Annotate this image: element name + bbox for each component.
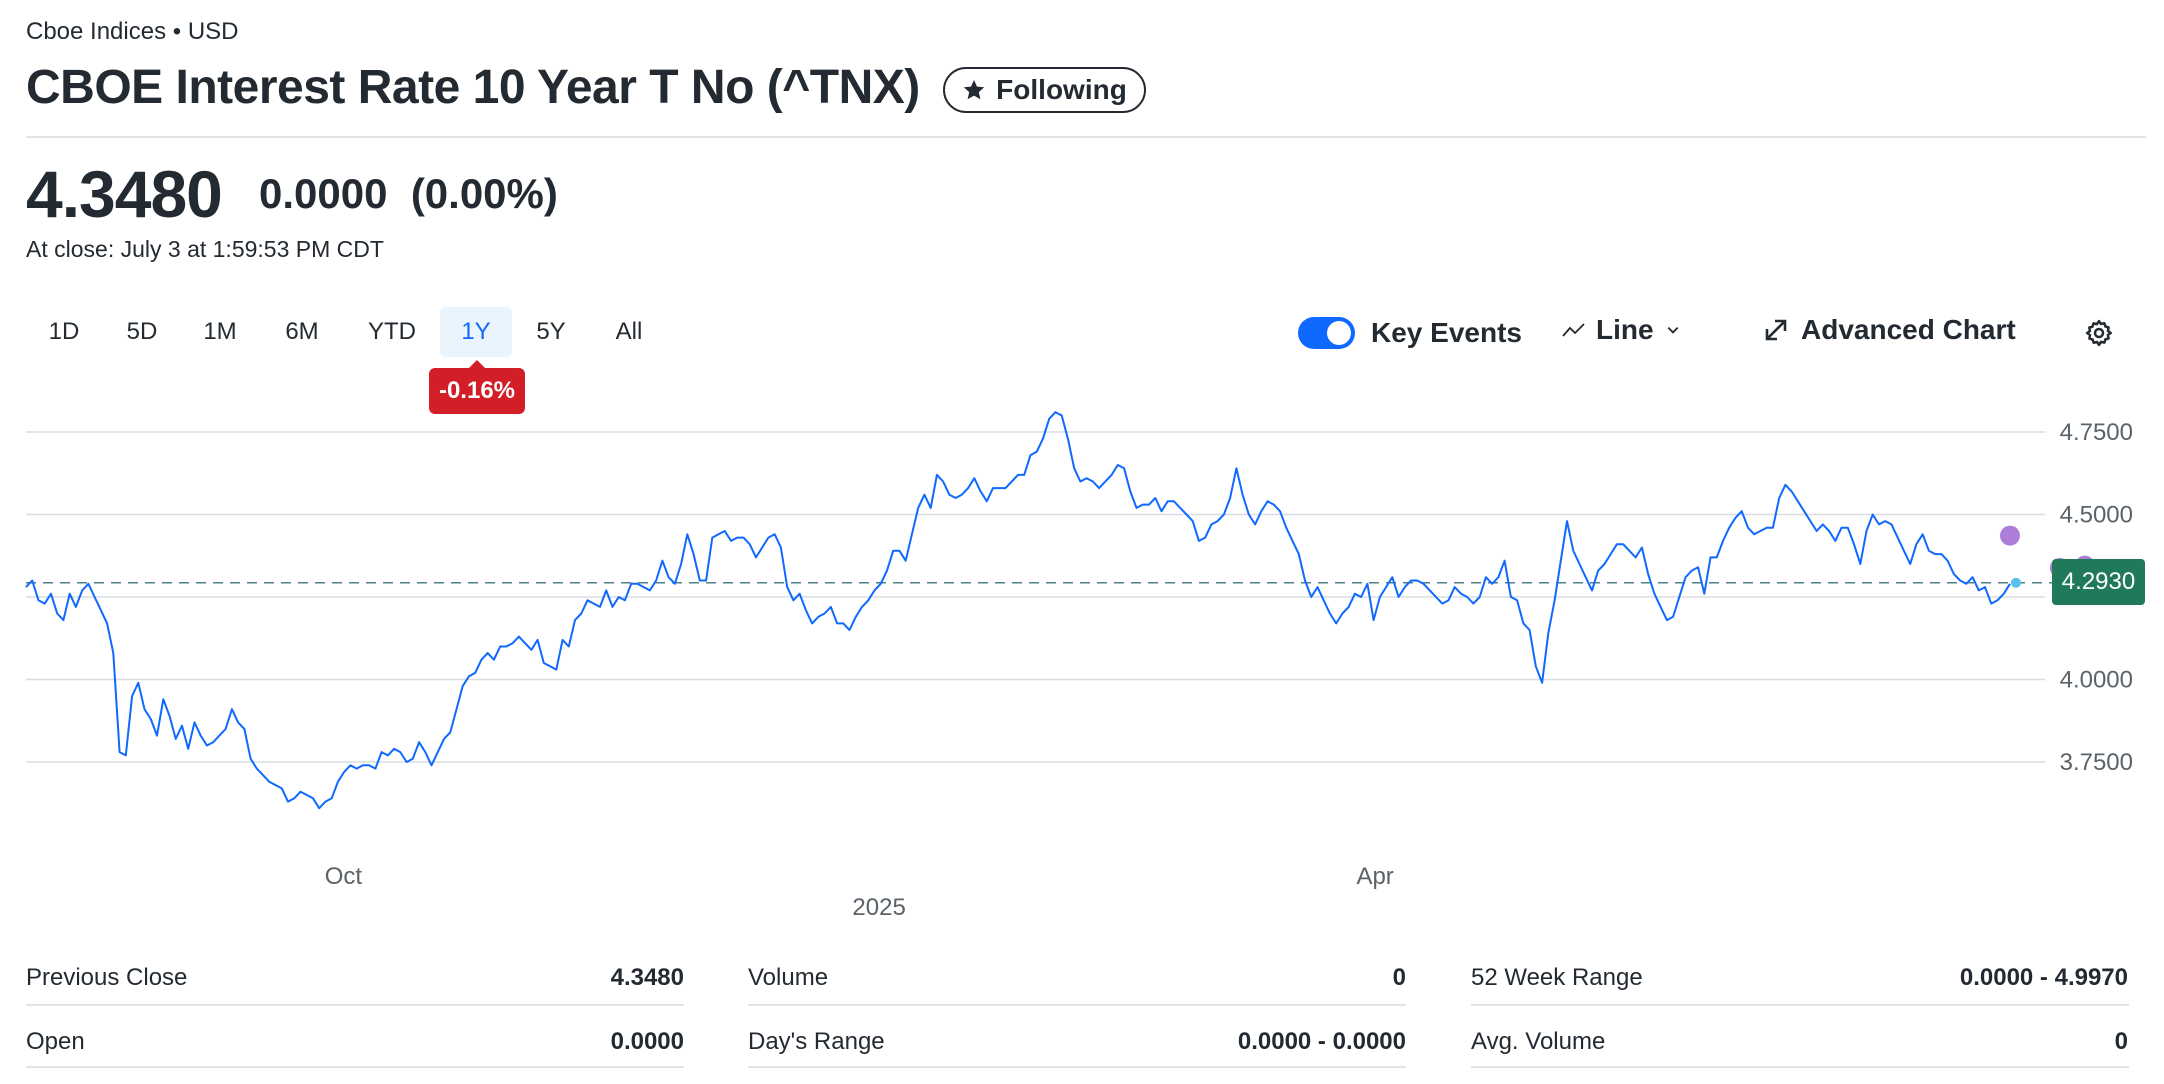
range-change-badge: -0.16% bbox=[429, 360, 525, 414]
change-percent: (0.00%) bbox=[410, 170, 558, 217]
chart-type-select[interactable]: Line bbox=[1560, 314, 1684, 346]
avg-volume-label: Avg. Volume bbox=[1471, 1028, 1606, 1055]
key-event-marker bbox=[2000, 525, 2020, 546]
week-range-value: 0.0000 - 4.9970 bbox=[1959, 964, 2128, 991]
exchange-label: Cboe Indices • USD bbox=[26, 18, 239, 45]
range-tab-1m[interactable]: 1M bbox=[203, 318, 237, 345]
range-tab-5d[interactable]: 5D bbox=[126, 318, 158, 345]
y-tick-label: 4.0000 bbox=[2060, 667, 2133, 694]
last-point-dot bbox=[2011, 577, 2021, 588]
following-label: Following bbox=[996, 74, 1127, 105]
x-tick-label: 2025 bbox=[852, 894, 905, 921]
following-button[interactable]: Following bbox=[943, 67, 1146, 113]
y-tick-label: 4.7500 bbox=[2060, 419, 2133, 446]
close-timestamp: At close: July 3 at 1:59:53 PM CDT bbox=[26, 236, 384, 262]
range-tab-1y[interactable]: 1Y bbox=[440, 307, 512, 357]
advanced-chart-label: Advanced Chart bbox=[1801, 314, 2016, 345]
header-divider bbox=[26, 136, 2146, 138]
gear-icon[interactable] bbox=[2084, 318, 2114, 348]
chevron-down-icon bbox=[1667, 326, 1678, 334]
range-tab-ytd[interactable]: YTD bbox=[368, 318, 416, 345]
price-line bbox=[25, 411, 2011, 810]
y-tick-label: 3.7500 bbox=[2060, 749, 2133, 776]
key-events-toggle[interactable] bbox=[1298, 317, 1355, 349]
advanced-chart-button[interactable]: Advanced Chart bbox=[1763, 314, 2016, 346]
price-change: 0.0000 (0.00%) bbox=[259, 170, 558, 218]
x-tick-label: Apr bbox=[1356, 863, 1393, 890]
toggle-knob bbox=[1327, 321, 1351, 345]
page-title: CBOE Interest Rate 10 Year T No (^TNX) bbox=[26, 61, 920, 114]
expand-icon bbox=[1765, 319, 1787, 341]
range-tab-1d[interactable]: 1D bbox=[48, 318, 80, 345]
x-tick-label: Oct bbox=[325, 863, 363, 890]
chart-type-label: Line bbox=[1596, 314, 1654, 345]
open-value: 0.0000 bbox=[610, 1028, 684, 1055]
line-chart-icon bbox=[1562, 323, 1585, 337]
stat-divider bbox=[748, 1066, 1406, 1068]
days-range-value: 0.0000 - 0.0000 bbox=[1237, 1028, 1406, 1055]
avg-volume-value: 0 bbox=[2114, 1028, 2128, 1055]
volume-value: 0 bbox=[1392, 964, 1406, 991]
range-tab-5y[interactable]: 5Y bbox=[536, 318, 566, 345]
change-value: 0.0000 bbox=[259, 170, 388, 217]
previous-close-value: 4.3480 bbox=[610, 964, 684, 991]
y-tick-label: 4.5000 bbox=[2060, 502, 2133, 529]
star-icon bbox=[963, 80, 985, 100]
stat-divider bbox=[26, 1066, 684, 1068]
previous-close-label: Previous Close bbox=[26, 964, 188, 991]
range-tab-6m[interactable]: 6M bbox=[285, 318, 319, 345]
stat-divider bbox=[1471, 1004, 2129, 1006]
stat-divider bbox=[748, 1004, 1406, 1006]
stat-divider bbox=[1471, 1066, 2129, 1068]
current-price: 4.3480 bbox=[26, 157, 223, 231]
last-price-tag: 4.2930 bbox=[2052, 559, 2145, 605]
open-label: Open bbox=[26, 1028, 85, 1055]
volume-label: Volume bbox=[748, 964, 829, 991]
range-tab-all[interactable]: All bbox=[615, 318, 643, 345]
stat-divider bbox=[26, 1004, 684, 1006]
key-events-label: Key Events bbox=[1371, 317, 1522, 348]
days-range-label: Day's Range bbox=[748, 1028, 885, 1055]
week-range-label: 52 Week Range bbox=[1471, 964, 1643, 991]
